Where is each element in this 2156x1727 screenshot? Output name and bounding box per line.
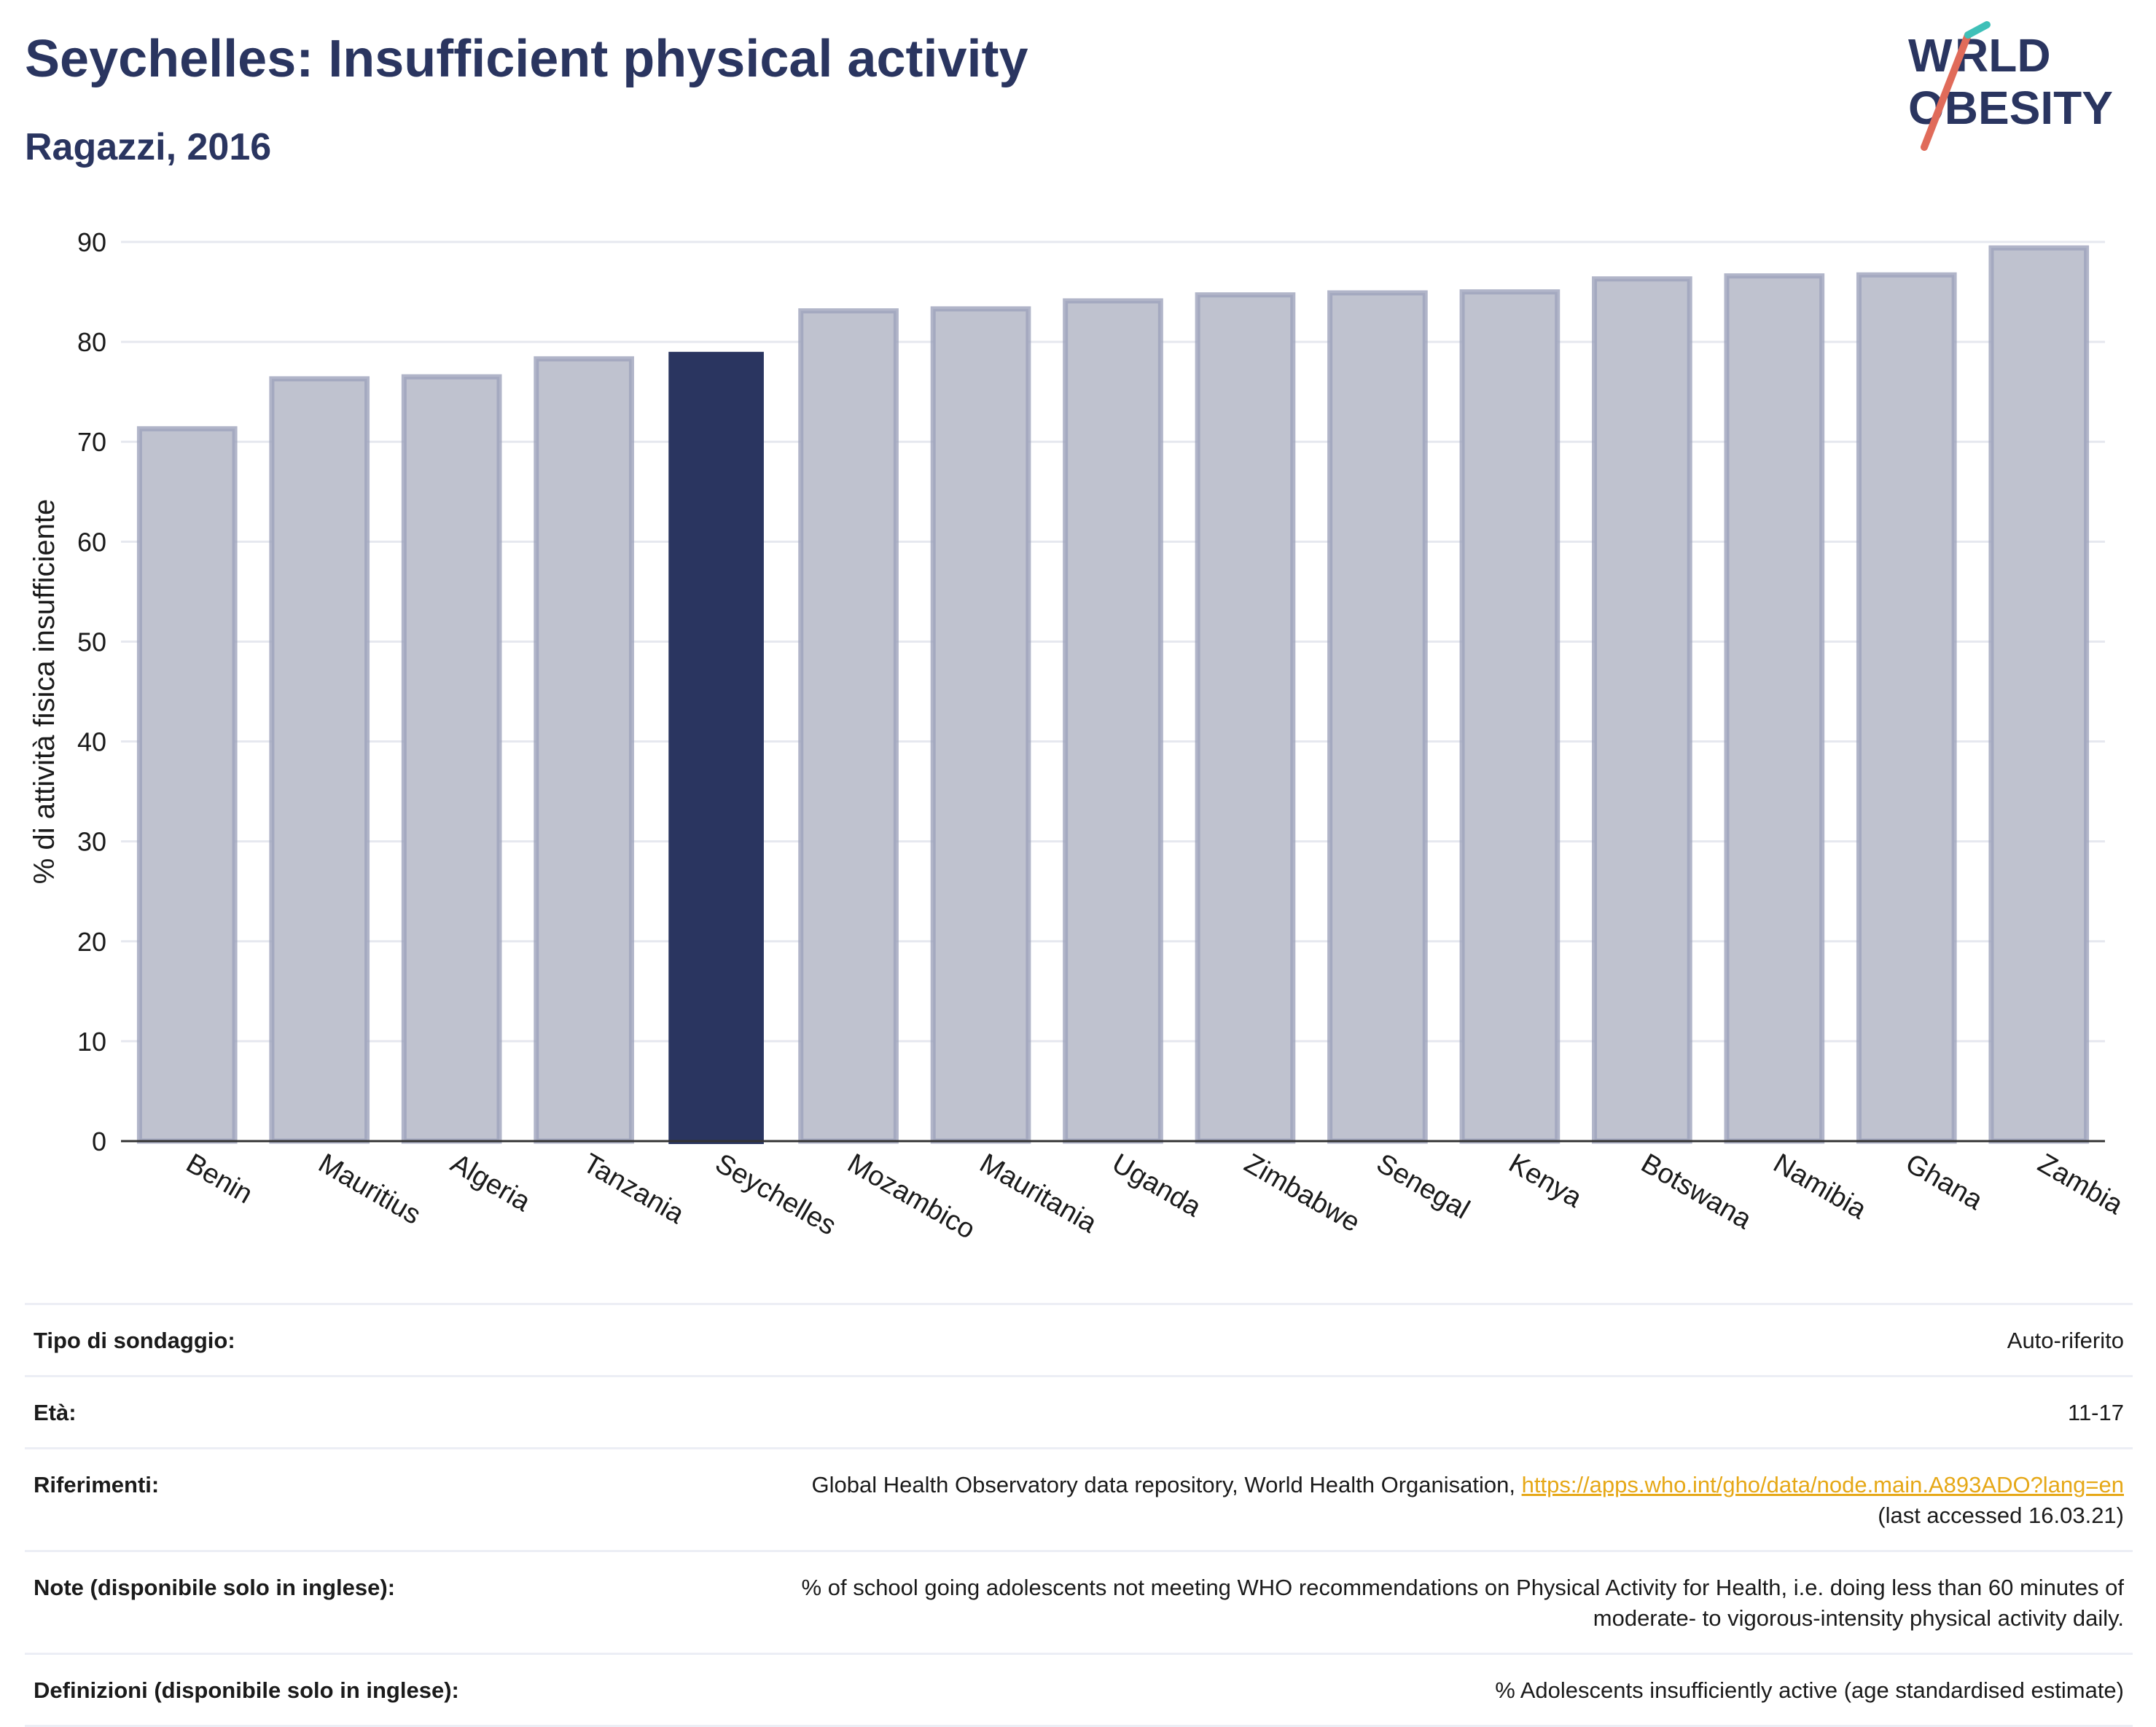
bar	[534, 356, 634, 1144]
bar	[1724, 273, 1825, 1144]
bar-highlighted	[668, 351, 764, 1144]
notes-value: % of school going adolescents not meetin…	[424, 1573, 2124, 1634]
y-tick-label: 40	[77, 727, 106, 757]
y-tick-label: 20	[77, 927, 106, 957]
world-obesity-logo: W RLD O OBESITY	[1908, 21, 2113, 151]
x-tick-label: Mauritania	[975, 1148, 1102, 1240]
definitions-value: % Adolescents insufficiently active (age…	[1495, 1677, 2124, 1703]
metadata-table: Tipo di sondaggio: Auto-riferito Età: 11…	[25, 1303, 2133, 1727]
bar	[1988, 245, 2090, 1144]
y-tick-label: 10	[77, 1027, 106, 1057]
references-link[interactable]: https://apps.who.int/gho/data/node.main.…	[1521, 1472, 2124, 1497]
svg-text:W: W	[1908, 29, 1953, 82]
x-tick-label: Kenya	[1504, 1148, 1587, 1214]
x-tick-label: Mauritius	[313, 1148, 426, 1230]
references-text: Global Health Observatory data repositor…	[811, 1472, 1522, 1497]
references-value: Global Health Observatory data repositor…	[188, 1470, 2124, 1531]
y-tick-label: 60	[77, 527, 106, 557]
meta-row-age: Età: 11-17	[25, 1375, 2133, 1447]
bar	[1063, 298, 1163, 1144]
x-tick-label: Seychelles	[710, 1148, 841, 1241]
x-tick-label: Algeria	[445, 1148, 536, 1218]
x-tick-label: Benin	[181, 1148, 257, 1210]
bar	[1195, 292, 1296, 1144]
meta-row-definitions: Definizioni (disponibile solo in inglese…	[25, 1653, 2133, 1727]
x-tick-label: Mozambico	[843, 1148, 980, 1245]
y-tick-label: 80	[77, 327, 106, 357]
svg-text:RLD: RLD	[1955, 29, 2051, 82]
bar	[401, 374, 502, 1144]
page-title: Seychelles: Insufficient physical activi…	[25, 30, 1028, 88]
bar-chart: 0 10 20 30 40 50 60 70 80 90 % di attività fisica …	[28, 227, 2128, 1245]
survey-type-label: Tipo di sondaggio:	[34, 1328, 235, 1353]
y-tick-label: 0	[92, 1127, 106, 1156]
bar	[798, 308, 899, 1144]
survey-type-value: Auto-riferito	[2007, 1328, 2124, 1353]
x-tick-label: Uganda	[1107, 1148, 1207, 1223]
meta-row-references: Riferimenti: Global Health Observatory d…	[25, 1447, 2133, 1550]
meta-row-notes: Note (disponibile solo in inglese): % of…	[25, 1550, 2133, 1653]
x-tick-label: Botswana	[1636, 1148, 1757, 1235]
y-tick-label: 70	[77, 427, 106, 457]
x-tick-label: Namibia	[1768, 1148, 1872, 1225]
references-accessed: (last accessed 16.03.21)	[1878, 1503, 2124, 1528]
y-axis-label: % di attività fisica insufficiente	[28, 499, 60, 884]
bar	[1327, 290, 1428, 1144]
notes-label: Note (disponibile solo in inglese):	[34, 1575, 396, 1600]
bar	[1459, 289, 1561, 1144]
y-tick-label: 30	[77, 827, 106, 857]
bar	[269, 376, 370, 1144]
x-tick-label: Zambia	[2033, 1148, 2128, 1221]
bar	[1856, 272, 1957, 1144]
x-tick-label: Tanzania	[578, 1148, 690, 1230]
notes-line-2: moderate- to vigorous-intensity physical…	[1593, 1605, 2124, 1631]
x-tick-label: Zimbabwe	[1239, 1148, 1365, 1238]
bar	[136, 426, 238, 1144]
definitions-label: Definizioni (disponibile solo in inglese…	[34, 1677, 459, 1703]
bar	[930, 306, 1031, 1144]
page-subtitle: Ragazzi, 2016	[25, 126, 272, 168]
notes-line-1: % of school going adolescents not meetin…	[801, 1575, 2124, 1600]
bar	[1592, 276, 1692, 1144]
references-label: Riferimenti:	[34, 1472, 160, 1497]
x-tick-label: Senegal	[1371, 1148, 1475, 1225]
y-tick-label: 90	[77, 227, 106, 257]
meta-row-survey-type: Tipo di sondaggio: Auto-riferito	[25, 1303, 2133, 1375]
age-label: Età:	[34, 1400, 77, 1425]
x-tick-label: Ghana	[1900, 1148, 1988, 1216]
age-value: 11-17	[2068, 1400, 2124, 1425]
y-tick-label: 50	[77, 627, 106, 657]
